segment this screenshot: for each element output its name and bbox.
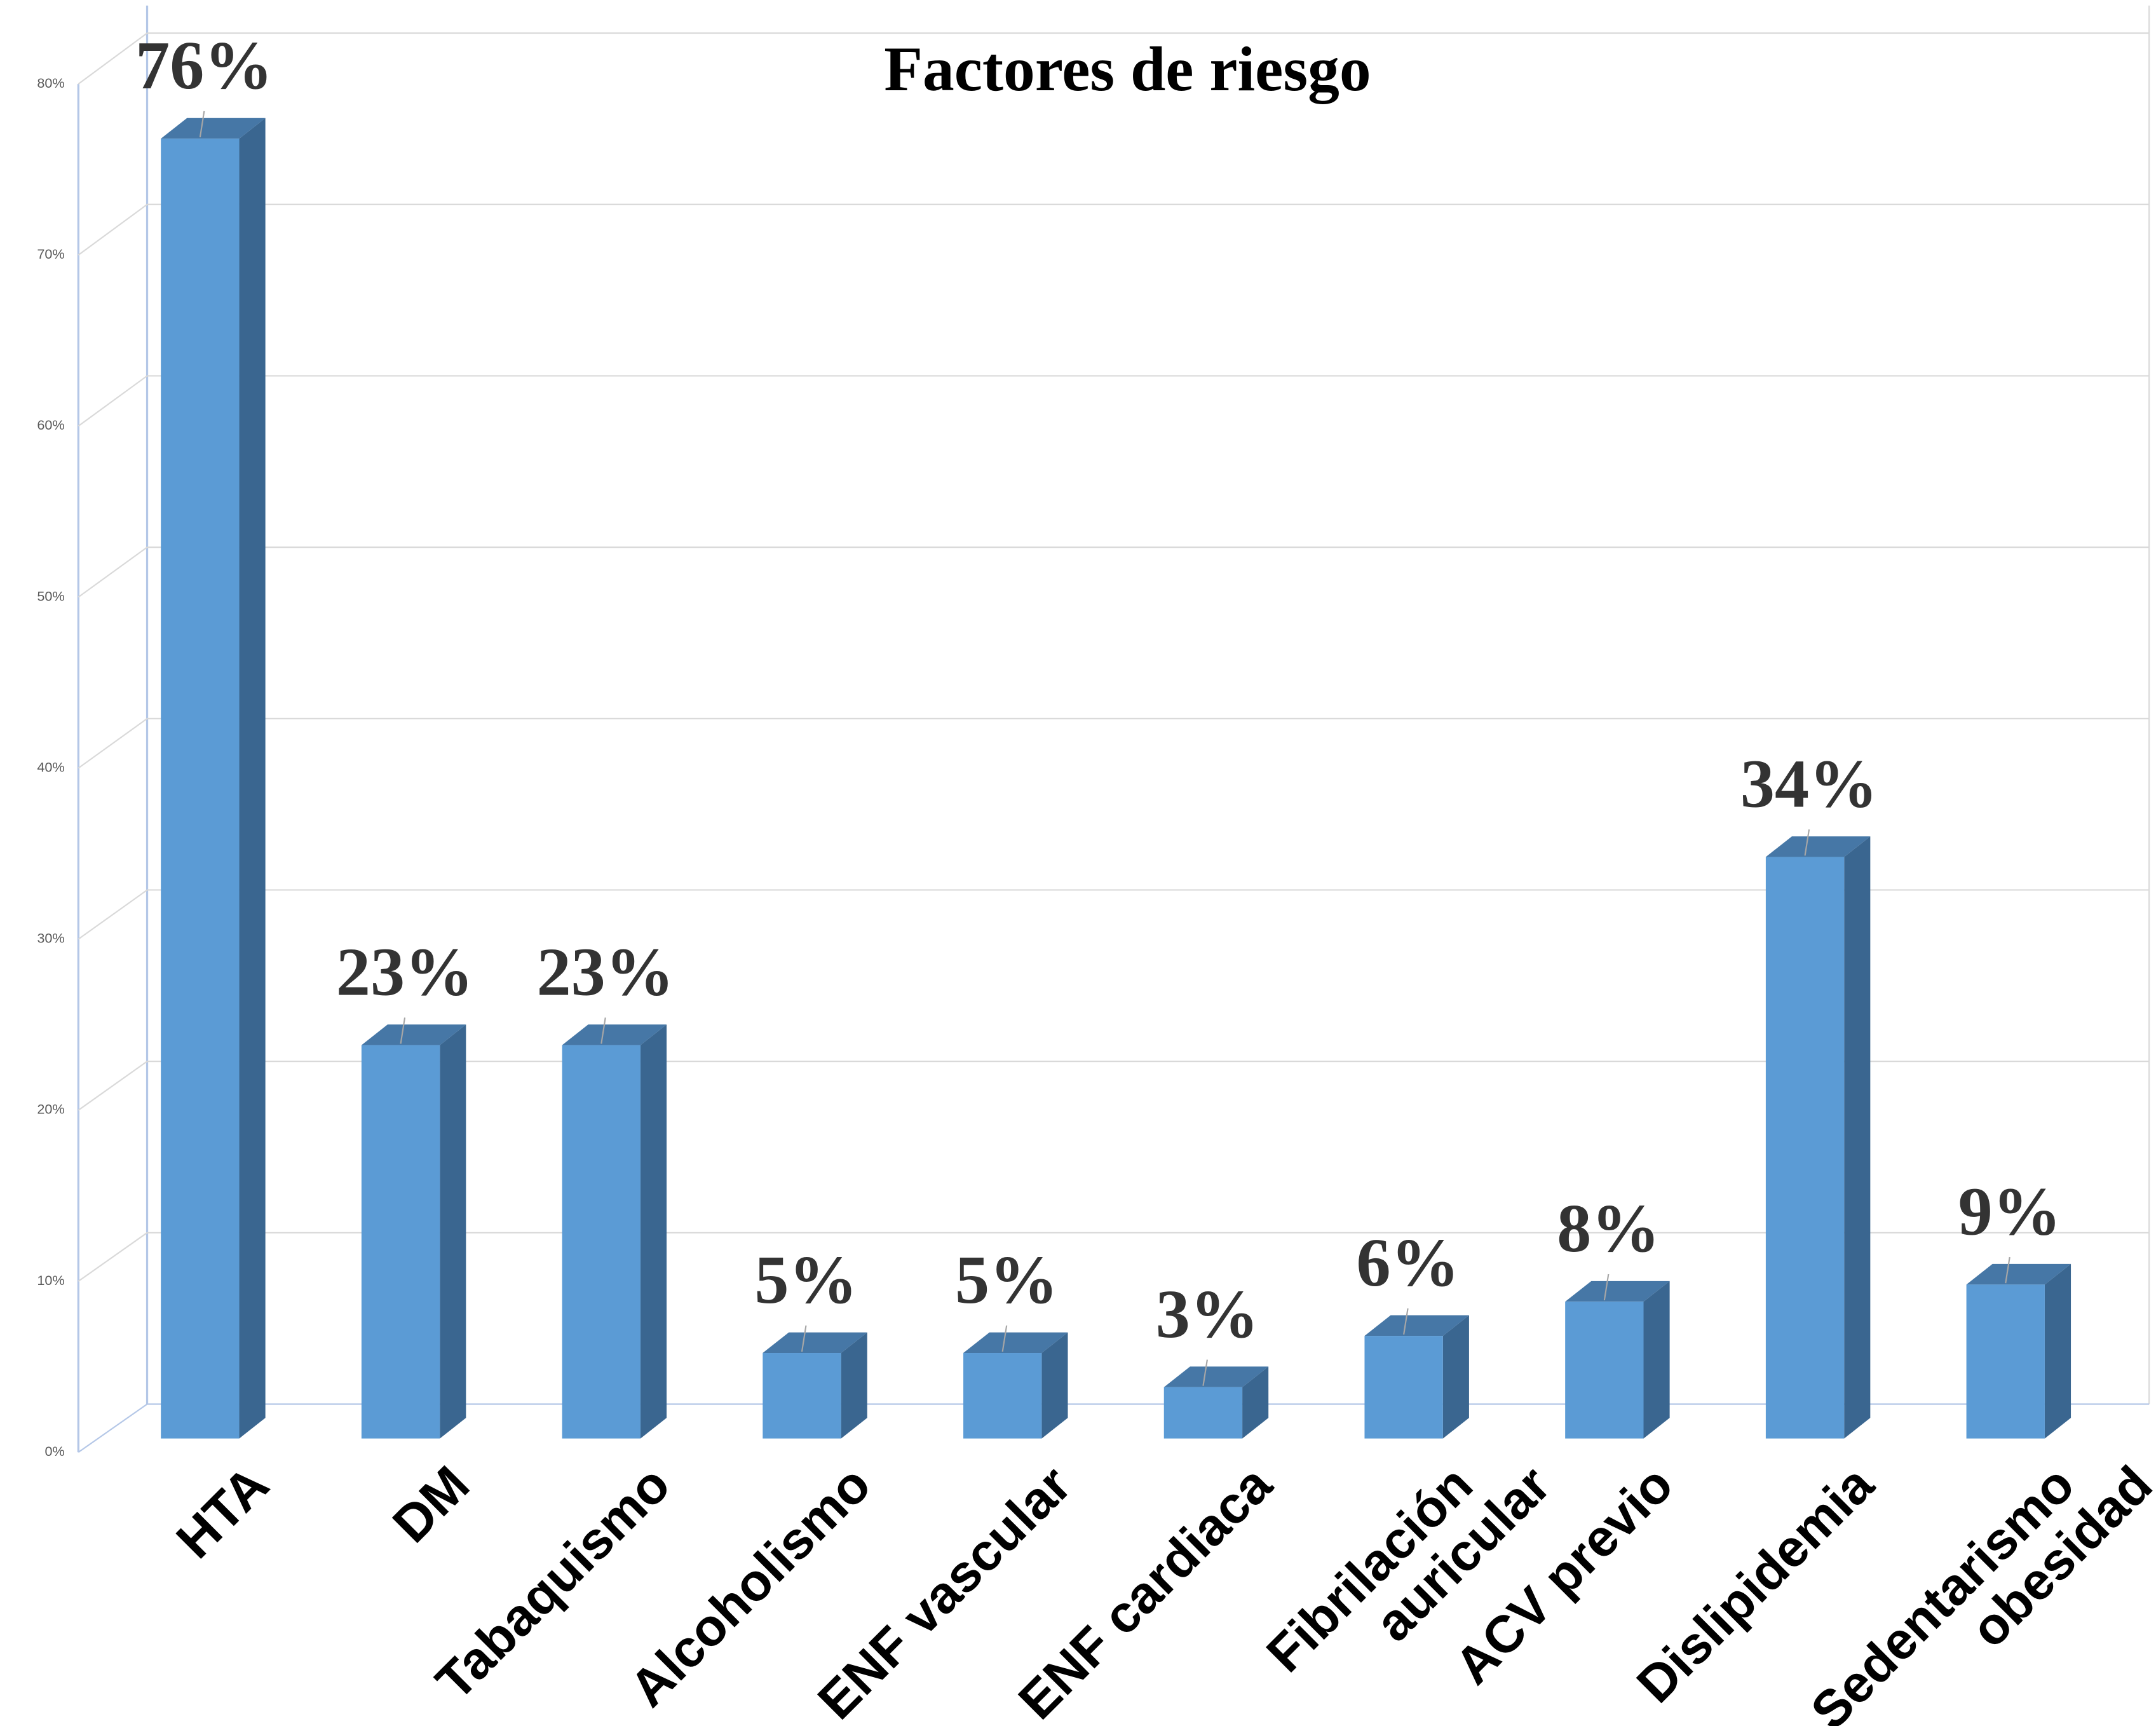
y-tick-label: 80% (37, 75, 64, 91)
bar-side (1041, 1332, 1068, 1439)
bar (763, 1353, 841, 1439)
leader-line (1001, 1325, 1008, 1352)
x-tick-label: HTA (166, 1455, 280, 1570)
value-label: 9% (1958, 1174, 2061, 1249)
bar-top (562, 1024, 667, 1045)
grid-line (78, 1232, 148, 1282)
y-tick-label: 40% (37, 759, 64, 775)
chart-title: Factores de riesgo (884, 34, 1371, 104)
value-label: 5% (754, 1242, 857, 1318)
bar-side (239, 118, 266, 1439)
bar-top (1163, 1366, 1269, 1387)
value-label: 34% (1740, 746, 1878, 822)
bar-top (763, 1332, 867, 1354)
x-tick-label: Fibrilaciónauricular (1256, 1417, 1561, 1722)
y-tick-label: 50% (37, 588, 64, 604)
grid-line (78, 375, 148, 427)
bar-side (1844, 836, 1871, 1439)
grid-line (78, 203, 148, 256)
value-label: 6% (1356, 1225, 1459, 1301)
grid-line (78, 547, 148, 598)
bar-top (1966, 1263, 2071, 1285)
leader-line (1403, 1308, 1409, 1335)
y-tick-label: 60% (37, 417, 64, 433)
bar (562, 1045, 641, 1439)
bar-side (841, 1332, 867, 1439)
bar (1163, 1387, 1243, 1439)
grid-line (78, 717, 148, 769)
x-tick-label: Sedentarismoobesidad (1800, 1417, 2156, 1726)
value-label: 76% (135, 28, 273, 104)
y-tick-label: 20% (37, 1101, 64, 1117)
bar-side (640, 1024, 667, 1439)
bar (361, 1045, 440, 1439)
y-tick-label: 10% (37, 1272, 64, 1288)
bar-top (1565, 1281, 1670, 1302)
leader-line (1202, 1359, 1208, 1386)
grid-line (78, 1061, 148, 1111)
bar-top (361, 1024, 466, 1045)
leader-line (1603, 1274, 1610, 1301)
grid-line (78, 32, 148, 85)
value-label: 5% (955, 1242, 1058, 1318)
bar-side (440, 1024, 466, 1439)
value-label: 8% (1557, 1191, 1660, 1267)
bar (1765, 857, 1845, 1439)
value-label: 23% (537, 935, 674, 1010)
leader-line (400, 1017, 406, 1044)
bar (1364, 1336, 1443, 1439)
x-tick-label: DM (382, 1455, 480, 1554)
leader-line (600, 1017, 606, 1044)
grid-line (78, 889, 148, 940)
y-tick-label: 70% (37, 246, 64, 262)
bar-top (1765, 836, 1871, 857)
leader-line (1804, 829, 1810, 856)
bar-top (1364, 1315, 1469, 1336)
bar-side (1442, 1315, 1469, 1439)
grid-line (78, 1403, 148, 1453)
leader-line (2005, 1256, 2010, 1284)
y-tick-label: 30% (37, 930, 64, 946)
bar (963, 1353, 1042, 1439)
value-label: 3% (1156, 1277, 1259, 1352)
bar-top (963, 1332, 1068, 1354)
leader-line (801, 1325, 807, 1352)
bar (161, 139, 240, 1439)
bar-side (2044, 1263, 2071, 1439)
y-tick-label: 0% (44, 1443, 64, 1459)
leader-line (199, 111, 205, 138)
bar-side (1643, 1281, 1670, 1439)
bar-side (1242, 1366, 1269, 1439)
value-label: 23% (336, 935, 473, 1010)
bar-top (161, 118, 266, 139)
bar (1966, 1284, 2045, 1439)
bar (1565, 1301, 1644, 1439)
